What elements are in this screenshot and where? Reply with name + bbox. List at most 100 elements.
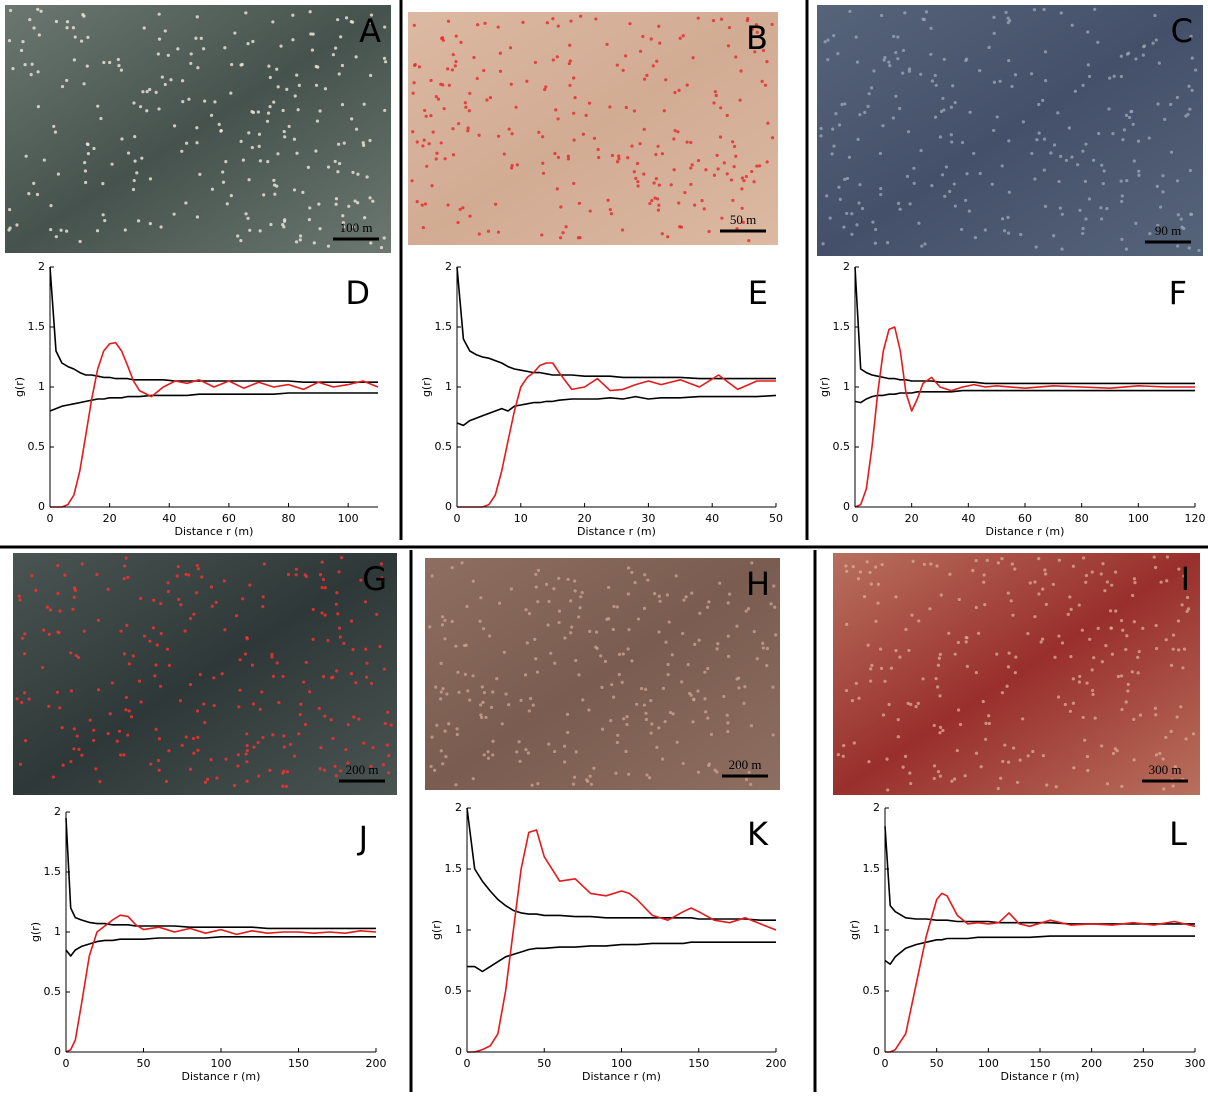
x-tick-label: 100	[338, 512, 359, 525]
texture-dot	[953, 182, 956, 185]
texture-dot	[1088, 638, 1091, 641]
texture-dot	[559, 205, 562, 208]
texture-dot	[248, 178, 251, 181]
texture-dot	[1078, 680, 1081, 683]
texture-dot	[335, 203, 338, 206]
texture-dot	[690, 694, 693, 697]
texture-dot	[1133, 581, 1136, 584]
texture-dot	[923, 563, 926, 566]
texture-dot	[334, 47, 337, 50]
texture-dot	[894, 51, 897, 54]
y-tick-label: 0.5	[445, 984, 463, 997]
texture-dot	[239, 239, 242, 242]
texture-dot	[658, 184, 661, 187]
texture-dot	[383, 109, 386, 112]
texture-dot	[1001, 691, 1004, 694]
texture-dot	[675, 574, 678, 577]
texture-dot	[1153, 14, 1156, 17]
texture-dot	[65, 79, 68, 82]
texture-dot	[673, 168, 676, 171]
texture-dot	[365, 662, 368, 665]
texture-dot	[1134, 57, 1137, 60]
texture-dot	[945, 165, 948, 168]
texture-dot	[832, 34, 835, 37]
texture-dot	[557, 24, 560, 27]
texture-dot	[859, 570, 862, 573]
texture-dot	[689, 166, 692, 169]
texture-dot	[1092, 656, 1095, 659]
texture-dot	[1076, 163, 1079, 166]
texture-dot	[992, 129, 995, 132]
texture-dot	[636, 162, 639, 165]
texture-dot	[31, 63, 34, 66]
texture-dot	[491, 690, 494, 693]
series-line	[457, 267, 776, 379]
texture-dot	[624, 750, 627, 753]
texture-dot	[857, 697, 860, 700]
texture-dot	[750, 561, 753, 564]
texture-dot	[585, 778, 588, 781]
texture-dot	[317, 203, 320, 206]
texture-dot	[735, 677, 738, 680]
texture-dot	[605, 43, 608, 46]
texture-dot	[971, 569, 974, 572]
texture-dot	[1010, 599, 1013, 602]
texture-dot	[371, 746, 374, 749]
texture-dot	[80, 754, 83, 757]
texture-dot	[1165, 638, 1168, 641]
texture-dot	[855, 223, 858, 226]
texture-dot	[124, 708, 127, 711]
texture-dot	[772, 733, 775, 736]
y-tick-label: 1	[445, 380, 452, 393]
texture-dot	[83, 161, 86, 164]
texture-dot	[1109, 609, 1112, 612]
texture-dot	[1176, 244, 1179, 247]
texture-dot	[245, 760, 248, 763]
texture-dot	[1163, 118, 1166, 121]
texture-dot	[335, 669, 338, 672]
texture-dot	[617, 154, 620, 157]
texture-dot	[1126, 53, 1129, 56]
texture-dot	[1014, 656, 1017, 659]
x-tick-label: 0	[47, 512, 54, 525]
texture-dot	[9, 9, 12, 12]
texture-dot	[239, 140, 242, 143]
texture-dot	[245, 636, 248, 639]
texture-dot	[222, 181, 225, 184]
texture-dot	[609, 719, 612, 722]
texture-dot	[881, 563, 884, 566]
texture-dot	[581, 591, 584, 594]
panel-letter: B	[746, 19, 768, 57]
texture-dot	[192, 752, 195, 755]
texture-dot	[1133, 577, 1136, 580]
texture-dot	[519, 699, 522, 702]
texture-dot	[124, 228, 127, 231]
texture-dot	[189, 683, 192, 686]
texture-dot	[1052, 583, 1055, 586]
texture-dot	[386, 743, 389, 746]
texture-dot	[1137, 671, 1140, 674]
texture-dot	[504, 692, 507, 695]
y-axis-label: g(r)	[29, 922, 42, 942]
texture-dot	[301, 191, 304, 194]
texture-dot	[1000, 557, 1003, 560]
texture-dot	[756, 657, 759, 660]
texture-dot	[245, 732, 248, 735]
x-tick-label: 150	[1030, 1057, 1051, 1070]
texture-dot	[648, 776, 651, 779]
texture-dot	[1137, 174, 1140, 177]
texture-dot	[747, 607, 750, 610]
texture-dot	[951, 84, 954, 87]
texture-dot	[673, 91, 676, 94]
texture-dot	[1176, 715, 1179, 718]
texture-dot	[38, 33, 41, 36]
texture-dot	[1154, 707, 1157, 710]
texture-dot	[1110, 627, 1113, 630]
texture-dot	[965, 172, 968, 175]
texture-dot	[534, 657, 537, 660]
texture-dot	[616, 605, 619, 608]
texture-dot	[956, 749, 959, 752]
texture-dot	[541, 162, 544, 165]
texture-dot	[173, 213, 176, 216]
texture-dot	[128, 709, 131, 712]
